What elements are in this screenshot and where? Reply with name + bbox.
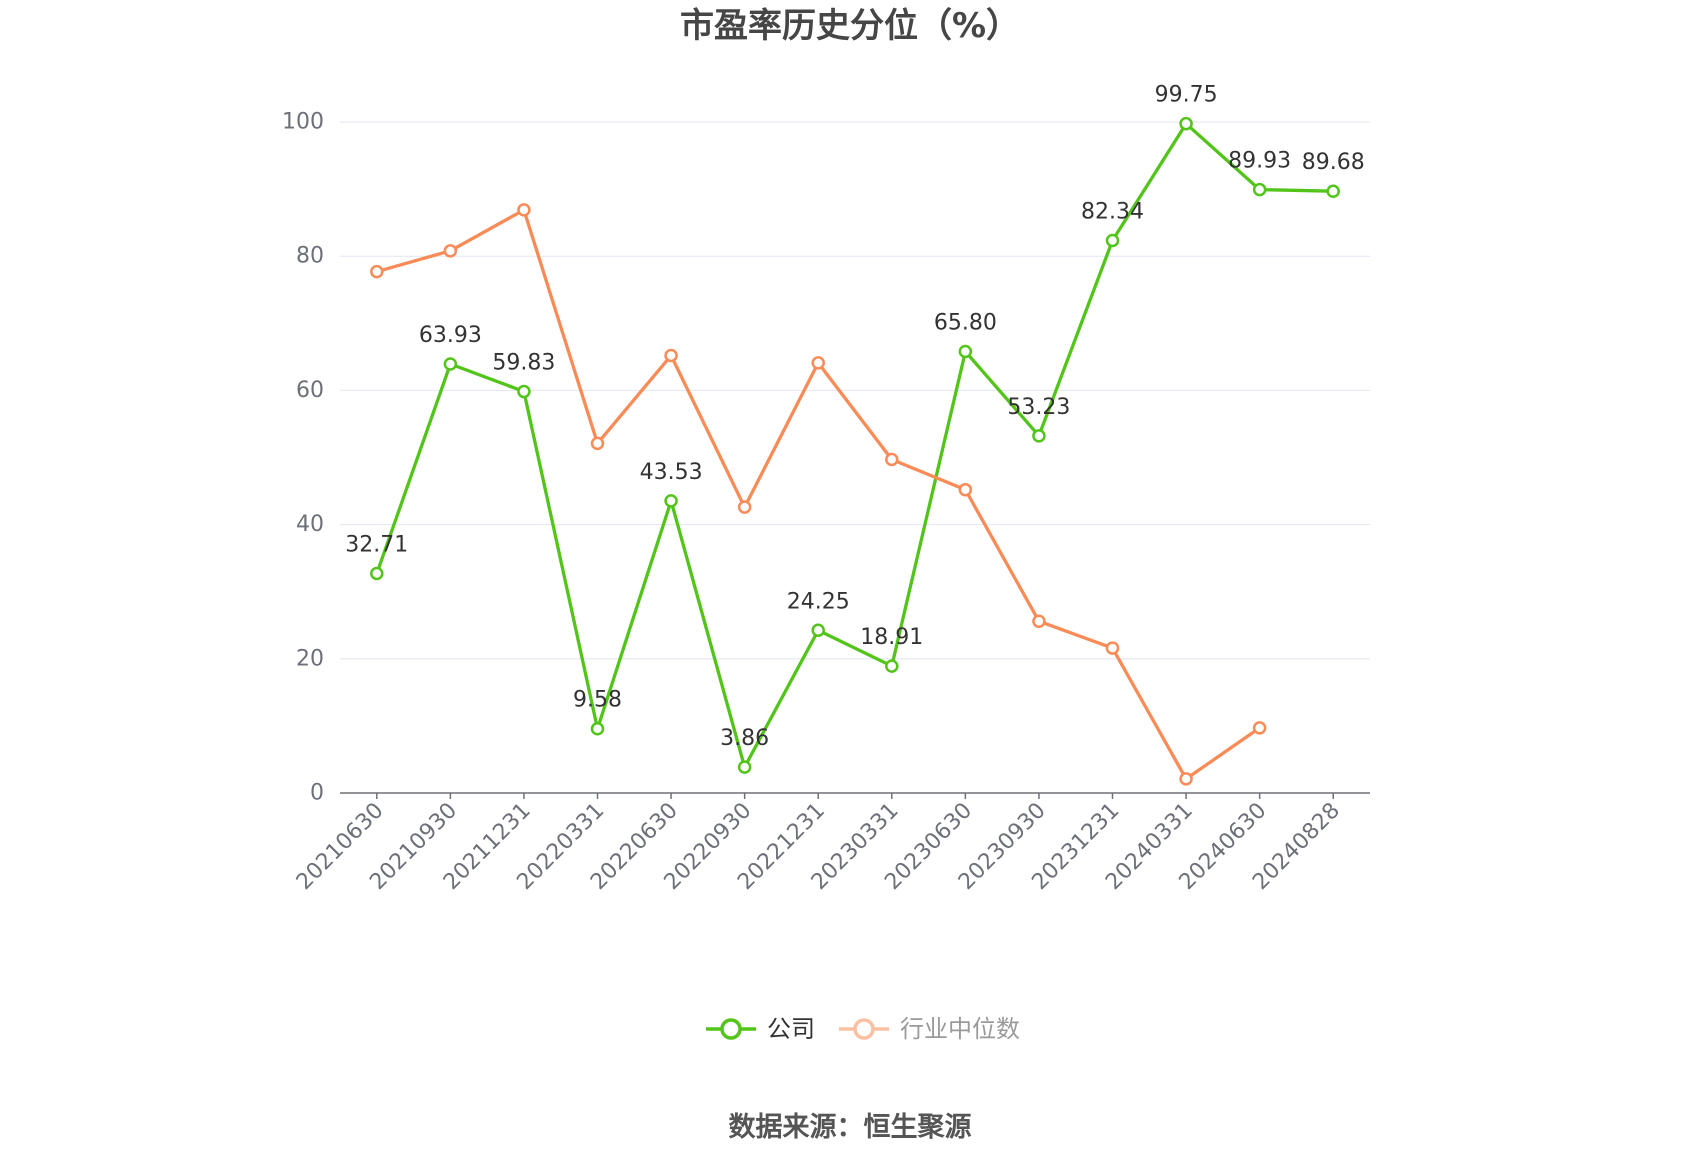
chart-title: 市盈率历史分位（%） — [679, 6, 1021, 46]
data-label: 99.75 — [1155, 83, 1218, 108]
data-label: 32.71 — [345, 533, 408, 558]
data-label: 24.25 — [787, 589, 850, 614]
data-point — [958, 482, 973, 497]
data-point — [1105, 233, 1120, 248]
data-label: 82.34 — [1081, 199, 1144, 224]
data-point — [958, 344, 973, 359]
data-label: 63.93 — [419, 323, 482, 348]
legend-line-marker-icon — [706, 1018, 756, 1040]
data-label: 89.93 — [1228, 149, 1291, 174]
data-point — [664, 348, 678, 363]
y-tick-label: 20 — [296, 646, 324, 671]
data-point — [1179, 772, 1193, 786]
data-point — [1032, 614, 1046, 628]
data-point — [517, 203, 531, 217]
series-line-2 — [375, 208, 1262, 781]
legend-line-marker-icon — [839, 1018, 889, 1040]
data-point — [737, 500, 752, 514]
legend-label: 公司 — [767, 1015, 815, 1043]
y-tick-label: 80 — [296, 244, 324, 269]
data-point — [1252, 721, 1267, 735]
y-tick-label: 0 — [310, 781, 324, 806]
legend-item-industry-median[interactable]: 行业中位数 — [838, 1011, 1020, 1047]
legend-label: 行业中位数 — [900, 1015, 1020, 1043]
data-label: 9.58 — [573, 688, 622, 713]
data-point — [1179, 116, 1193, 131]
data-point — [1252, 182, 1267, 197]
data-label: 59.83 — [492, 351, 555, 376]
data-point — [370, 566, 384, 581]
data-point — [370, 264, 384, 279]
y-tick-label: 60 — [296, 378, 324, 403]
data-point — [1105, 641, 1120, 655]
data-label: 89.68 — [1302, 150, 1365, 175]
data-point — [737, 760, 752, 774]
data-point — [811, 623, 825, 638]
legend: 公司 行业中位数 — [0, 1011, 1700, 1047]
y-tick-label: 100 — [282, 110, 324, 135]
data-point — [517, 384, 531, 399]
data-point — [590, 721, 605, 736]
data-label: 65.80 — [934, 310, 997, 335]
y-tick-label: 40 — [296, 512, 324, 537]
data-label: 43.53 — [640, 460, 703, 485]
data-source-note: 数据来源：恒生聚源 — [728, 1112, 972, 1143]
data-label: 3.86 — [720, 726, 769, 751]
series-line-1 — [375, 122, 1335, 769]
data-point — [811, 356, 825, 370]
data-label: 18.91 — [860, 625, 923, 650]
data-point — [443, 357, 458, 371]
data-point — [1032, 429, 1046, 443]
legend-item-company[interactable]: 公司 — [705, 1011, 815, 1047]
data-label: 53.23 — [1007, 395, 1070, 420]
data-point — [1326, 184, 1340, 198]
data-point — [590, 436, 605, 451]
data-point — [443, 244, 458, 258]
data-point — [885, 452, 899, 467]
data-point — [664, 494, 678, 508]
data-point — [885, 659, 899, 673]
